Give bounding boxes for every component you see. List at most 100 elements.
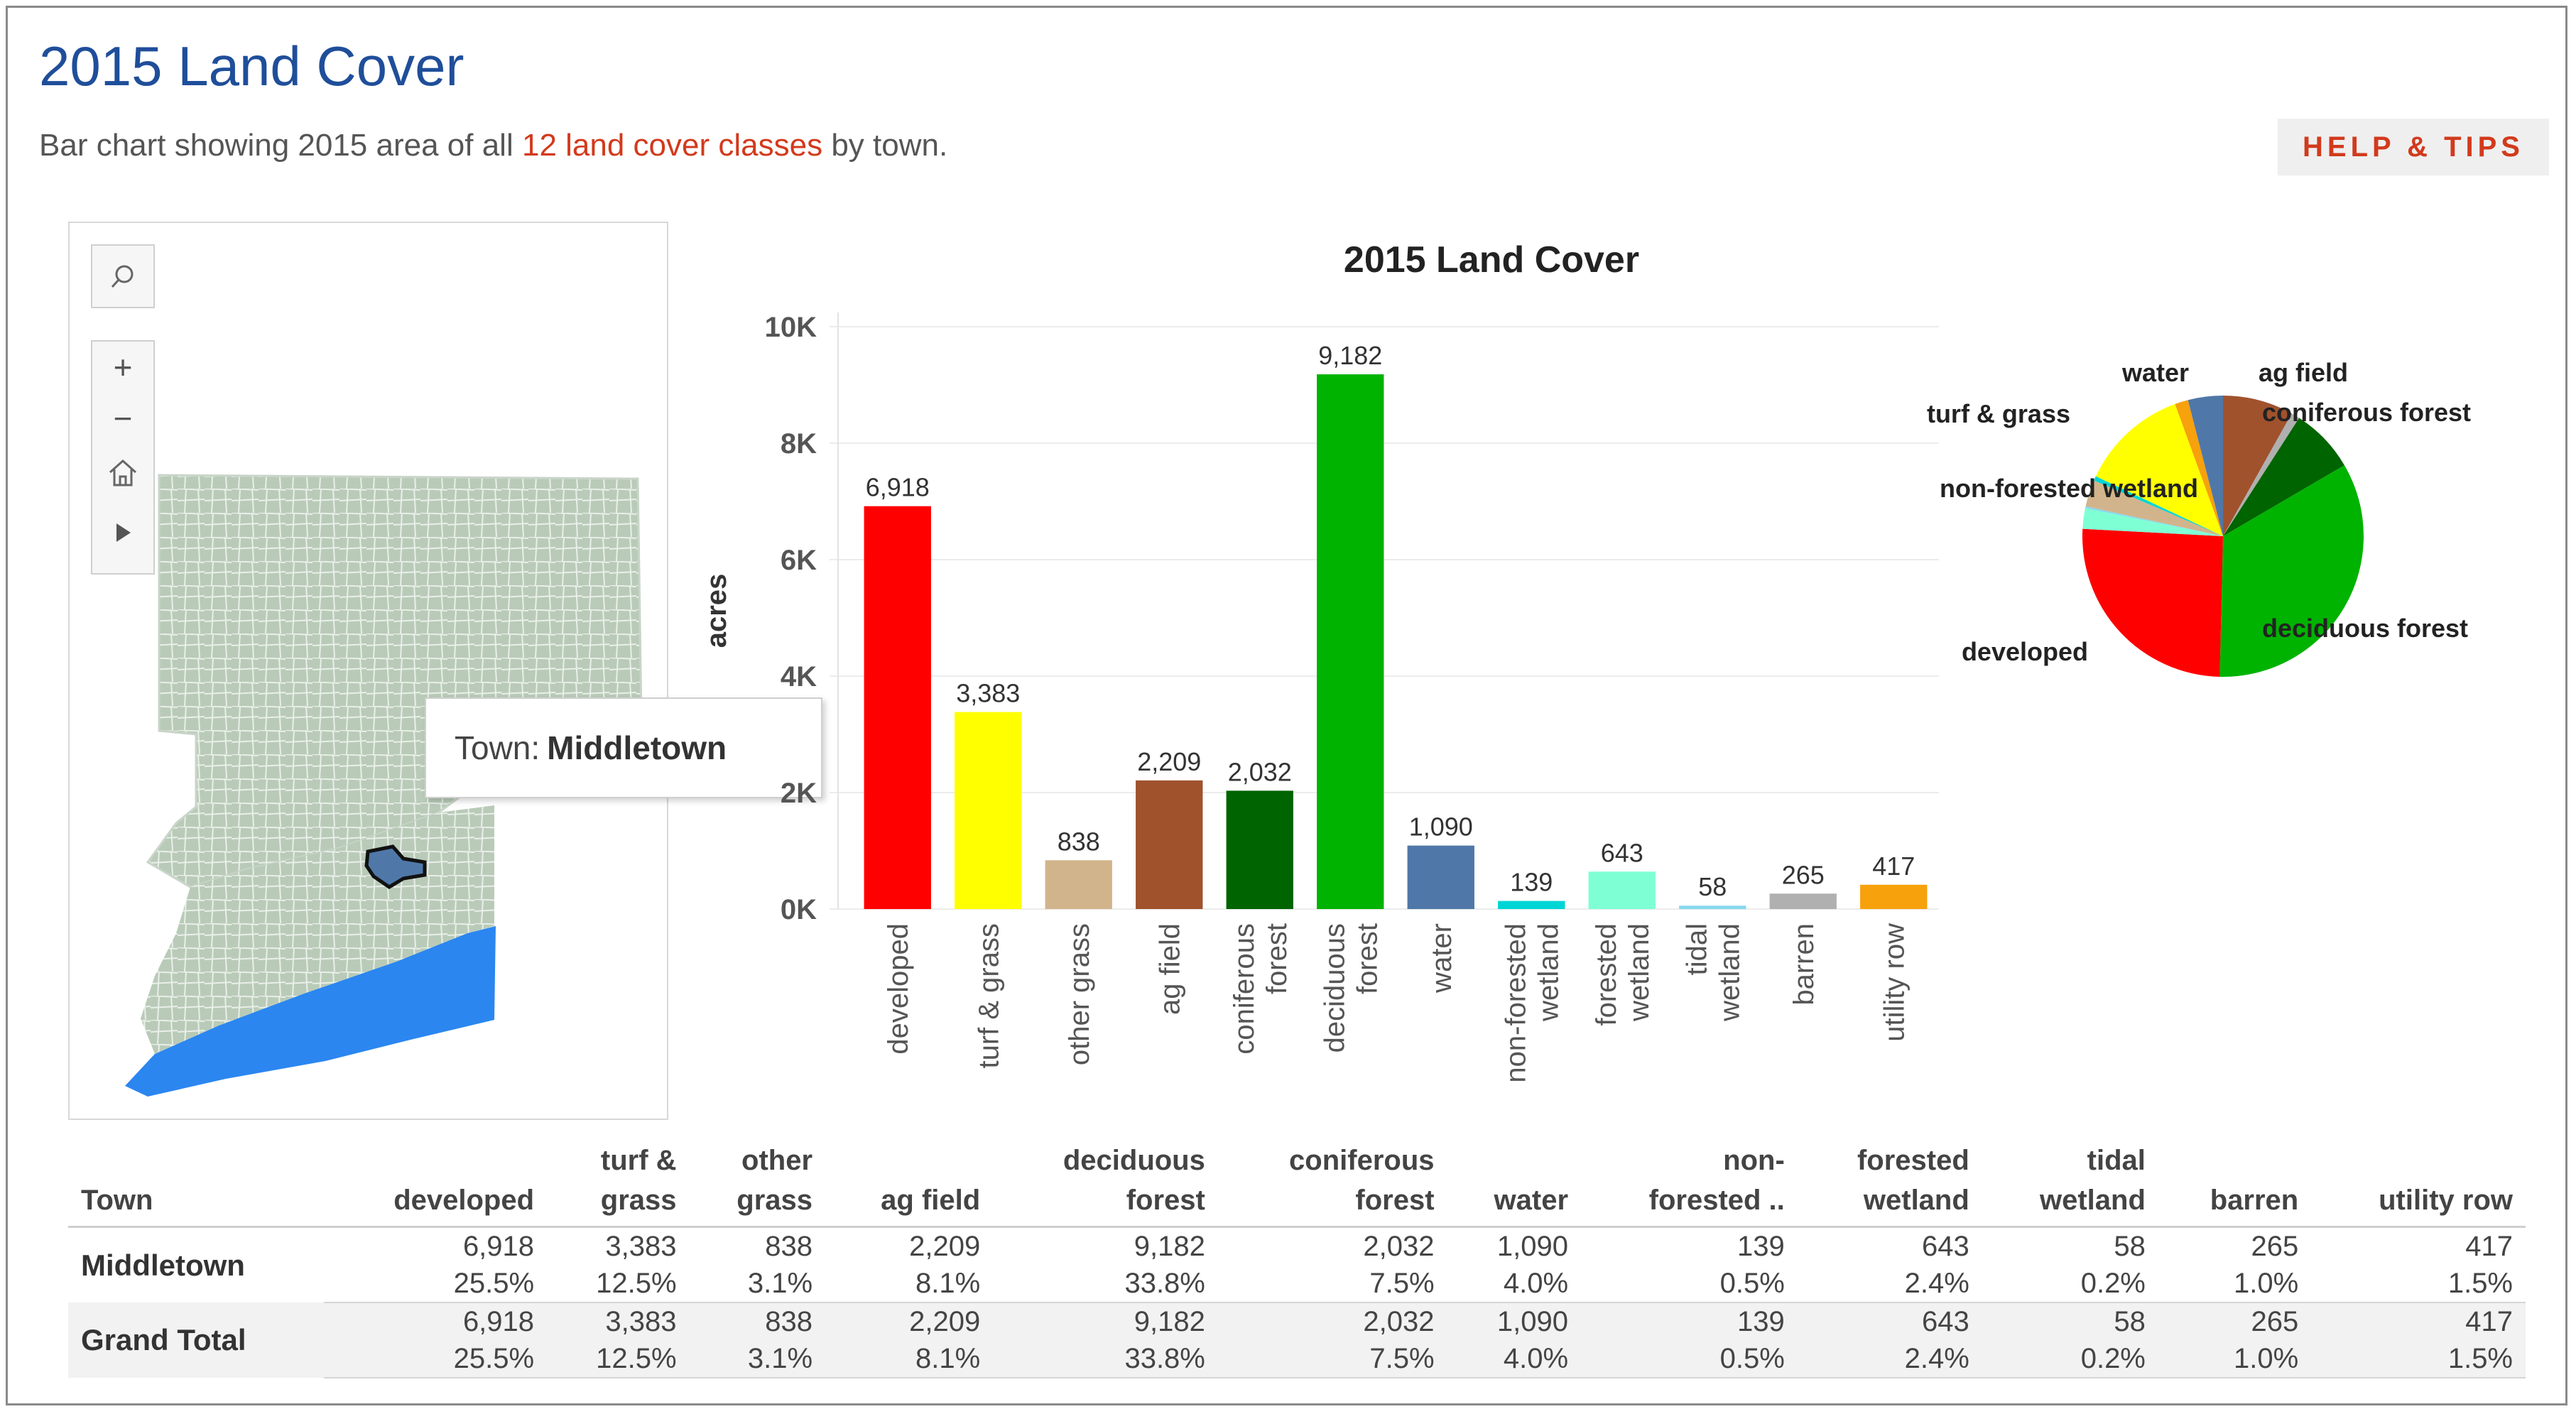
pie-slice-forested-wetland[interactable] xyxy=(2082,508,2223,536)
pie-label: deciduous forest xyxy=(2262,614,2468,643)
svg-text:wetland: wetland xyxy=(1714,923,1745,1022)
column-header[interactable]: non-forested .. xyxy=(1581,1136,1798,1228)
zoom-out-icon[interactable]: − xyxy=(113,400,133,437)
acres-cell: 58 xyxy=(2114,1231,2146,1262)
home-icon[interactable] xyxy=(107,444,138,501)
percent-cell: 2.4% xyxy=(1797,1265,1982,1303)
percent-cell: 1.0% xyxy=(2158,1340,2312,1378)
zoom-in-icon[interactable]: + xyxy=(113,349,133,386)
pie-slice-non-forested-wetland[interactable] xyxy=(2094,476,2223,536)
bar-tidal-wetland[interactable] xyxy=(1679,905,1746,909)
percent-cell: 25.5% xyxy=(324,1265,548,1303)
land-cover-classes-link[interactable]: 12 land cover classes xyxy=(521,128,823,163)
percent-cell: 33.8% xyxy=(993,1265,1218,1303)
column-header[interactable]: barren xyxy=(2158,1136,2312,1228)
pie-slice-ag-field[interactable] xyxy=(2223,396,2292,536)
acres-cell: 2,032 xyxy=(1217,1302,1447,1340)
bar-value-label: 3,383 xyxy=(956,679,1020,708)
map-search-button[interactable] xyxy=(91,244,155,308)
pie-slice-coniferous-forest[interactable] xyxy=(2223,418,2344,536)
acres-cell: 838 xyxy=(689,1302,826,1340)
y-axis-label: acres xyxy=(701,574,732,648)
svg-text:forested: forested xyxy=(1591,923,1622,1026)
acres-cell: 643 xyxy=(1922,1231,1969,1262)
bar-utility-row[interactable] xyxy=(1860,884,1928,909)
bars[interactable]: 6,918 developed 3,383 turf & grass 838 other … xyxy=(864,341,1928,1083)
x-tick-label: utility row xyxy=(1879,923,1910,1042)
column-header[interactable]: developed xyxy=(324,1136,548,1228)
town-cell[interactable]: Middletown xyxy=(81,1248,245,1282)
acres-cell: 139 xyxy=(1737,1231,1785,1262)
town-tooltip: Town: Middletown xyxy=(425,697,822,798)
pie-chart[interactable]: water ag field coniferous forest turf & gra… xyxy=(1927,358,2471,677)
svg-text:ag field: ag field xyxy=(1154,923,1185,1015)
pie-slice-developed[interactable] xyxy=(2082,528,2223,677)
pie-slice-water[interactable] xyxy=(2188,396,2223,536)
pie-label: water xyxy=(2121,358,2189,387)
column-header[interactable]: tidal wetland xyxy=(1982,1136,2158,1228)
table-header-row: Town developed turf & grass other grass ag f… xyxy=(68,1136,2526,1228)
pie-label: ag field xyxy=(2259,358,2348,387)
column-header-town[interactable]: Town xyxy=(68,1136,325,1228)
bar-ag-field[interactable] xyxy=(1136,780,1203,909)
y-axis-ticks: 0K 2K 4K 6K 8K 10K xyxy=(765,312,817,925)
bar-other-grass[interactable] xyxy=(1045,860,1112,909)
y-tick-label: 2K xyxy=(781,778,817,809)
column-header[interactable]: other grass xyxy=(689,1136,826,1228)
bar-coniferous-forest[interactable] xyxy=(1226,790,1293,909)
acres-cell: 2,209 xyxy=(909,1231,981,1262)
percent-cell: 33.8% xyxy=(993,1340,1218,1378)
pie-slice-tidal-wetland[interactable] xyxy=(2085,506,2223,536)
acres-cell: 643 xyxy=(1797,1302,1982,1340)
percent-cell: 3.1% xyxy=(689,1340,826,1378)
column-header[interactable]: turf & grass xyxy=(547,1136,690,1228)
land-cover-chart[interactable]: 2015 Land Cover acres 0K 2K 4K 6K 8K 10K 6,91… xyxy=(682,224,2543,1126)
pie-slice-turf-grass[interactable] xyxy=(2095,403,2223,536)
coastal-water xyxy=(125,926,496,1097)
pie-slice-deciduous-forest[interactable] xyxy=(2219,465,2364,677)
play-icon[interactable] xyxy=(112,501,134,565)
column-header[interactable]: ag field xyxy=(825,1136,994,1228)
town-map[interactable] xyxy=(70,223,667,1119)
pie-slice-barren[interactable] xyxy=(2223,413,2300,536)
column-header[interactable]: utility row xyxy=(2311,1136,2526,1228)
town-map-panel[interactable]: + − xyxy=(68,222,668,1120)
state-outline xyxy=(146,474,643,888)
svg-text:tidal: tidal xyxy=(1681,923,1712,975)
tooltip-label: Town: xyxy=(455,729,540,766)
bar-water[interactable] xyxy=(1407,845,1474,909)
bar-non-forested-wetland[interactable] xyxy=(1498,901,1565,909)
percent-cell: 1.5% xyxy=(2311,1340,2526,1378)
bar-value-label: 417 xyxy=(1872,852,1915,881)
bar-deciduous-forest[interactable] xyxy=(1317,374,1384,909)
pie-slice-other-grass[interactable] xyxy=(2085,480,2223,536)
bar-value-label: 643 xyxy=(1601,838,1643,867)
percent-cell: 8.1% xyxy=(825,1340,994,1378)
column-header[interactable]: water xyxy=(1447,1136,1582,1228)
bar-developed[interactable] xyxy=(864,506,931,909)
acres-cell: 417 xyxy=(2311,1302,2526,1340)
percent-cell: 4.0% xyxy=(1447,1340,1582,1378)
page-subtitle: Bar chart showing 2015 area of all 12 la… xyxy=(39,128,947,163)
bar-turf-grass[interactable] xyxy=(955,712,1022,909)
town-cell[interactable]: Grand Total xyxy=(68,1302,325,1378)
bar-barren[interactable] xyxy=(1769,893,1837,909)
y-tick-label: 6K xyxy=(781,545,817,576)
svg-text:other grass: other grass xyxy=(1064,923,1095,1065)
column-header[interactable]: deciduous forest xyxy=(993,1136,1218,1228)
svg-text:non-forested: non-forested xyxy=(1500,923,1531,1083)
page-title: 2015 Land Cover xyxy=(39,35,464,97)
percent-cell: 0.2% xyxy=(1982,1340,2158,1378)
pie-label: coniferous forest xyxy=(2262,398,2471,427)
bar-forested-wetland[interactable] xyxy=(1588,871,1656,909)
acres-cell: 1,090 xyxy=(1496,1231,1569,1262)
table-row: Grand Total 6,918 3,383 838 2,209 9,182 2,032 1… xyxy=(68,1302,2526,1378)
help-tips-button[interactable]: HELP & TIPS xyxy=(2278,119,2549,175)
svg-text:developed: developed xyxy=(883,923,914,1055)
percent-cell: 1.0% xyxy=(2158,1265,2312,1303)
y-tick-label: 4K xyxy=(781,661,817,692)
column-header[interactable]: coniferous forest xyxy=(1217,1136,1447,1228)
svg-text:barren: barren xyxy=(1788,923,1820,1006)
column-header[interactable]: forested wetland xyxy=(1797,1136,1982,1228)
pie-slice-utility-row[interactable] xyxy=(2175,400,2223,536)
